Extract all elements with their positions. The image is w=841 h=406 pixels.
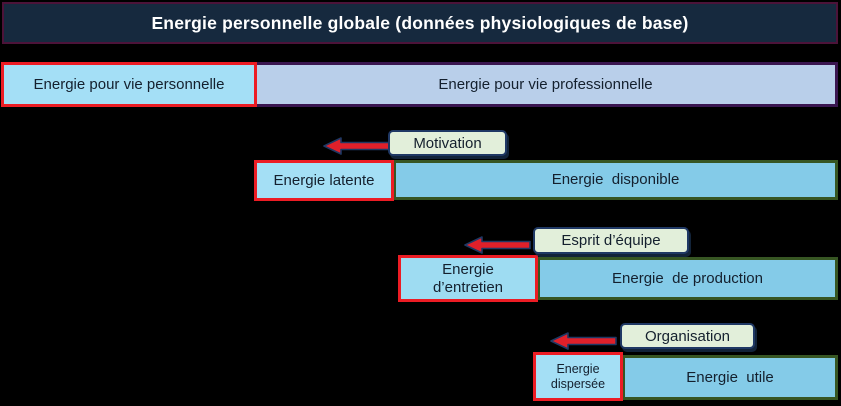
callout-motivation: Motivation (388, 130, 507, 156)
bar-latent-energy: Energie latente (254, 160, 394, 201)
arrow-left-icon (323, 137, 390, 155)
bar-label: Energie d’entretien (432, 260, 504, 296)
bar-maintenance-energy: Energie d’entretien (398, 255, 538, 302)
bar-production-energy: Energie de production (537, 257, 838, 300)
bar-useful-energy: Energie utile (622, 355, 838, 400)
bar-professional-life-energy: Energie pour vie professionnelle (253, 62, 838, 107)
bar-label: Energie disponible (551, 171, 680, 188)
callout-label-text: Esprit d’équipe (561, 232, 661, 249)
callout-team-spirit: Esprit d’équipe (533, 227, 689, 254)
bar-label: Energie dispersée (550, 361, 606, 391)
bar-label: Energie pour vie personnelle (33, 75, 225, 93)
bar-personal-life-energy: Energie pour vie personnelle (1, 62, 257, 107)
bar-label: Energie pour vie professionnelle (438, 75, 653, 93)
bar-dispersed-energy: Energie dispersée (533, 352, 623, 401)
title-bar: Energie personnelle globale (données phy… (2, 2, 838, 44)
callout-organisation: Organisation (620, 323, 755, 349)
bar-label: Energie latente (273, 171, 375, 189)
callout-label-text: Motivation (413, 134, 482, 152)
bar-label: Energie utile (686, 368, 774, 386)
bar-available-energy: Energie disponible (393, 160, 838, 200)
arrow-left-icon (464, 236, 531, 254)
bar-label: Energie de production (612, 269, 763, 287)
callout-label-text: Organisation (644, 327, 731, 345)
slide-title: Energie personnelle globale (données phy… (151, 12, 689, 33)
arrow-left-icon (550, 332, 617, 350)
